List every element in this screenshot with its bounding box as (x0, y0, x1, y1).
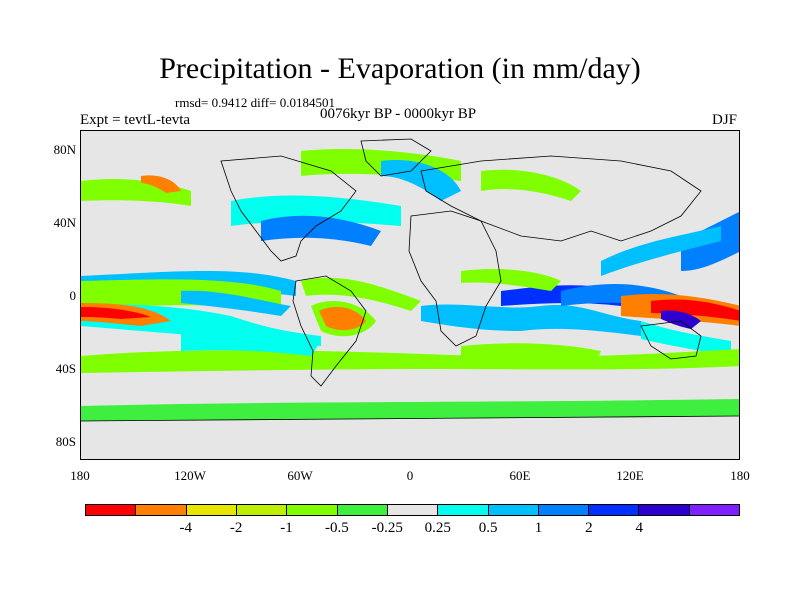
y-tick-80s: 80S (55, 434, 76, 449)
tropical-bands (81, 212, 739, 356)
colorbar-box (488, 505, 539, 515)
colorbar-box (86, 505, 137, 515)
colorbar-box (589, 505, 640, 515)
colorbar-box (136, 505, 187, 515)
experiment-label: Expt = tevtL-tevta (80, 112, 191, 128)
colorbar-box (236, 505, 288, 515)
x-tick-120e: 120E (616, 468, 644, 483)
colorbar-label: 0.5 (478, 520, 498, 536)
x-tick-60e: 60E (509, 468, 531, 483)
colorbar-label: 0.25 (424, 520, 451, 536)
y-tick-40n: 40N (53, 215, 76, 230)
colorbar-label: -1 (280, 520, 293, 536)
colorbar-box (387, 505, 439, 515)
colorbar-label: -4 (179, 520, 193, 536)
x-tick-120w: 120W (174, 468, 206, 483)
colorbar-box (438, 505, 489, 515)
midlatitude-bands (81, 149, 739, 421)
colorbar-box (689, 505, 740, 515)
coastlines (81, 138, 739, 422)
x-tick-0: 0 (406, 468, 414, 483)
colorbar-label: -0.5 (325, 520, 349, 536)
x-tick-180e: 180 (730, 468, 750, 483)
season-label: DJF (712, 112, 738, 128)
colorbar (85, 504, 740, 516)
colorbar-box (337, 505, 388, 515)
map-panel (80, 130, 740, 460)
colorbar-box (186, 505, 237, 515)
period-text: 0076kyr BP - 0000kyr BP (320, 106, 477, 122)
x-tick-60w: 60W (287, 468, 313, 483)
y-tick-80n: 80N (53, 142, 76, 157)
colorbar-label: 1 (534, 520, 543, 536)
x-tick-180w: 180 (70, 468, 90, 483)
colorbar-label: 4 (635, 520, 643, 536)
y-tick-40s: 40S (55, 361, 76, 376)
colorbar-box (287, 505, 338, 515)
y-tick-0: 0 (69, 288, 77, 303)
stats-text: rmsd= 0.9412 diff= 0.0184501 (175, 95, 335, 110)
colorbar-label: -2 (229, 520, 243, 536)
colorbar-box (538, 505, 590, 515)
chart-title: Precipitation - Evaporation (in mm/day) (159, 52, 641, 85)
colorbar-label: -0.25 (371, 520, 403, 536)
pe-anomaly-map (81, 138, 739, 422)
colorbar-box (639, 505, 690, 515)
colorbar-label: 2 (585, 520, 593, 536)
